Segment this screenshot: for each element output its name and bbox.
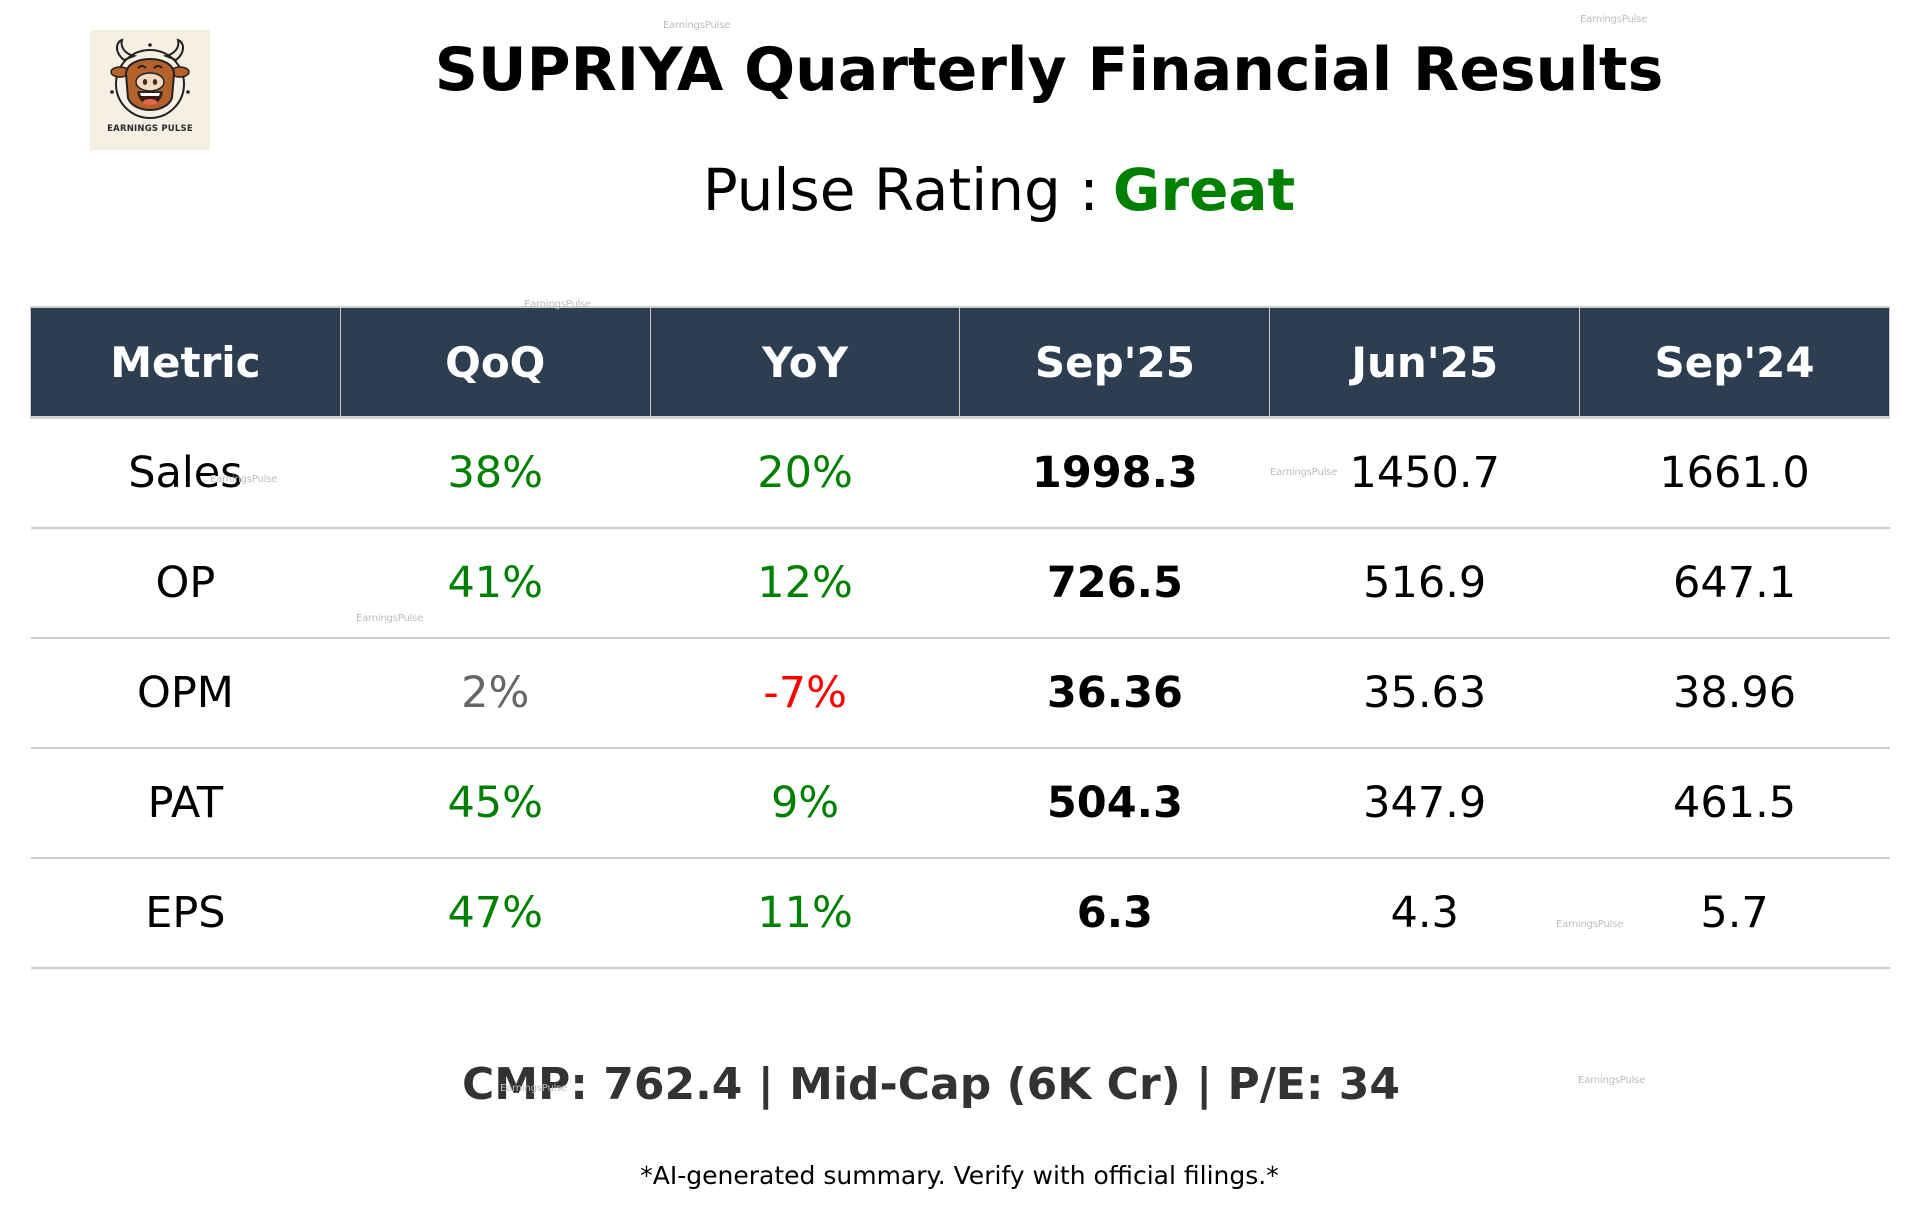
metric-cell: PAT — [30, 748, 341, 859]
qoq-cell: 47% — [340, 858, 651, 969]
yoy-cell: -7% — [650, 638, 960, 749]
page-title: SUPRIYA Quarterly Financial Results — [434, 35, 1664, 105]
yoy-cell: 11% — [650, 858, 960, 969]
watermark: EarningsPulse — [1270, 467, 1338, 478]
sep25-cell: 1998.3 — [959, 417, 1270, 529]
table-row: OPM 2% -7% 36.36 35.63 38.96 — [30, 638, 1890, 749]
yoy-cell: 12% — [650, 528, 960, 639]
pulse-rating: Pulse Rating : Great — [0, 152, 1919, 228]
column-header-metric: Metric — [30, 306, 341, 418]
sep24-cell: 647.1 — [1579, 528, 1890, 639]
watermark: EarningsPulse — [1578, 1075, 1646, 1086]
qoq-cell: 41% — [340, 528, 651, 639]
column-header-yoy: YoY — [649, 306, 961, 418]
table-row: PAT 45% 9% 504.3 347.9 461.5 — [30, 748, 1890, 859]
column-header-jun25: Jun'25 — [1269, 306, 1581, 418]
metric-cell: Sales — [30, 417, 341, 529]
qoq-cell: 2% — [340, 638, 651, 749]
watermark: EarningsPulse — [210, 474, 278, 485]
jun25-cell: 35.63 — [1269, 638, 1580, 749]
jun25-cell: 516.9 — [1269, 528, 1580, 639]
earnings-pulse-logo: EARNINGS PULSE — [90, 30, 210, 150]
watermark: EarningsPulse — [1580, 14, 1648, 25]
pulse-rating-value: Great — [1112, 156, 1296, 224]
bull-mascot-icon — [110, 38, 190, 119]
table-row: OP 41% 12% 726.5 516.9 647.1 — [30, 528, 1890, 639]
jun25-cell: 4.3 — [1269, 858, 1580, 969]
pulse-rating-label: Pulse Rating : — [702, 156, 1099, 224]
disclaimer: *AI-generated summary. Verify with offic… — [640, 1161, 1279, 1190]
column-header-qoq: QoQ — [339, 306, 651, 418]
metric-cell: OP — [30, 528, 341, 639]
watermark: EarningsPulse — [500, 1083, 568, 1094]
watermark: EarningsPulse — [524, 299, 592, 310]
qoq-cell: 38% — [340, 417, 651, 529]
metric-cell: OPM — [30, 638, 341, 749]
yoy-cell: 9% — [650, 748, 960, 859]
table-row: EPS 47% 11% 6.3 4.3 5.7 — [30, 858, 1890, 969]
watermark: EarningsPulse — [663, 20, 731, 31]
watermark: EarningsPulse — [356, 613, 424, 624]
table-row: Sales 38% 20% 1998.3 1450.7 1661.0 — [30, 417, 1890, 529]
yoy-cell: 20% — [650, 417, 960, 529]
column-header-sep24: Sep'24 — [1579, 306, 1890, 418]
sep25-cell: 6.3 — [959, 858, 1270, 969]
sep24-cell: 461.5 — [1579, 748, 1890, 859]
table-header-row: Metric QoQ YoY Sep'25 Jun'25 Sep'24 — [30, 306, 1890, 418]
market-summary: CMP: 762.4 | Mid-Cap (6K Cr) | P/E: 34 — [461, 1059, 1400, 1110]
sep25-cell: 504.3 — [959, 748, 1270, 859]
column-header-sep25: Sep'25 — [959, 306, 1271, 418]
sep24-cell: 1661.0 — [1579, 417, 1890, 529]
sep24-cell: 5.7 — [1579, 858, 1890, 969]
sep24-cell: 38.96 — [1579, 638, 1890, 749]
logo-text: EARNINGS PULSE — [107, 124, 193, 134]
metric-cell: EPS — [30, 858, 341, 969]
watermark: EarningsPulse — [1556, 919, 1624, 930]
jun25-cell: 1450.7 — [1269, 417, 1580, 529]
jun25-cell: 347.9 — [1269, 748, 1580, 859]
qoq-cell: 45% — [340, 748, 651, 859]
financial-results-table: Metric QoQ YoY Sep'25 Jun'25 Sep'24 Sale… — [30, 306, 1890, 969]
sep25-cell: 726.5 — [959, 528, 1270, 639]
sep25-cell: 36.36 — [959, 638, 1270, 749]
